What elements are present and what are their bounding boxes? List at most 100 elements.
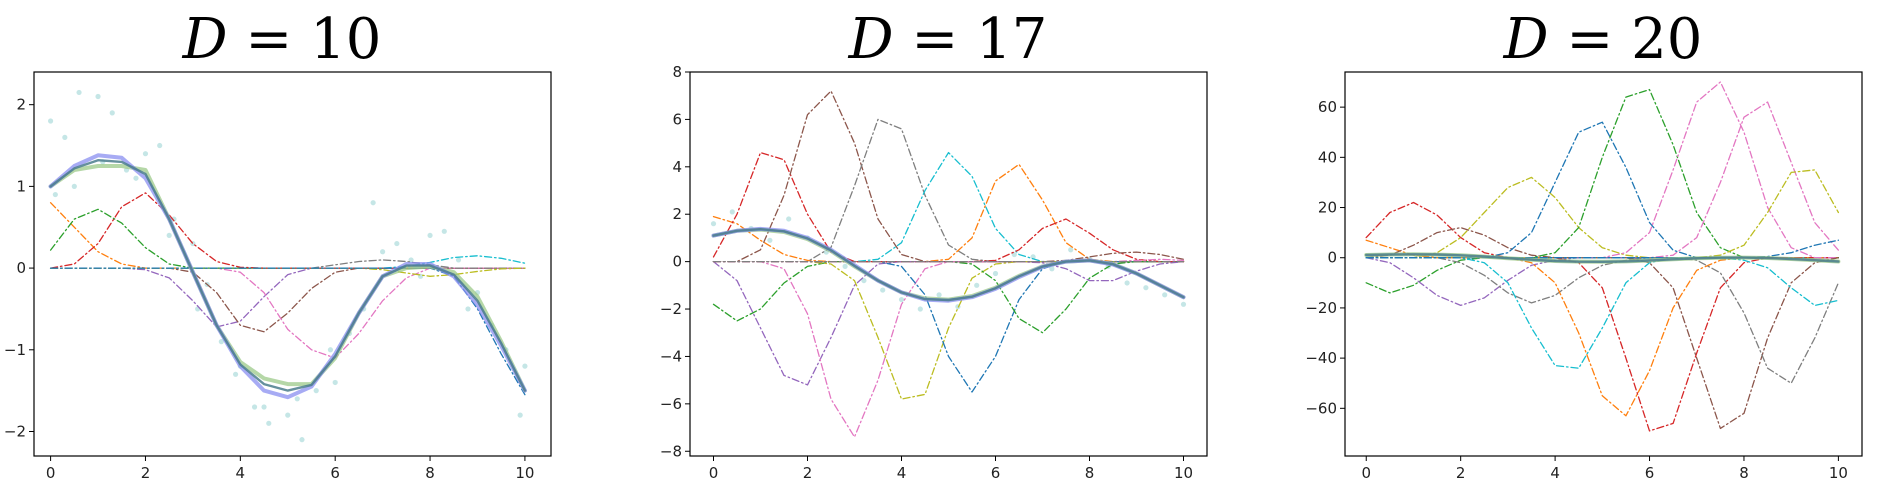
series-line-8 bbox=[49, 255, 526, 269]
y-tick-label: −40 bbox=[1305, 349, 1337, 367]
plot-area bbox=[48, 89, 528, 443]
x-tick-label: 6 bbox=[991, 464, 1001, 482]
series-line-7 bbox=[712, 118, 1185, 263]
series-line-1 bbox=[49, 202, 526, 269]
series-line-21 bbox=[1364, 253, 1840, 263]
y-tick-label: −1 bbox=[4, 341, 26, 359]
x-tick-label: 10 bbox=[1829, 464, 1848, 482]
x-tick-label: 0 bbox=[709, 464, 719, 482]
data-point bbox=[767, 237, 773, 243]
x-tick-label: 4 bbox=[236, 464, 246, 482]
data-point bbox=[133, 175, 139, 181]
series-line-6 bbox=[1365, 176, 1840, 259]
x-tick-label: 6 bbox=[330, 464, 340, 482]
data-point bbox=[455, 257, 462, 263]
data-point bbox=[427, 232, 433, 239]
y-tick-label: 0 bbox=[16, 259, 26, 277]
x-tick-label: 8 bbox=[1085, 464, 1095, 482]
data-point bbox=[232, 371, 239, 377]
series-line-15 bbox=[712, 251, 1185, 263]
x-tick-label: 0 bbox=[46, 464, 56, 482]
data-point bbox=[992, 270, 999, 277]
series-line-10 bbox=[1365, 257, 1840, 417]
data-point bbox=[218, 339, 224, 345]
y-tick-label: −2 bbox=[660, 300, 682, 318]
y-tick-label: −6 bbox=[660, 395, 682, 413]
y-tick-label: 0 bbox=[1327, 249, 1337, 267]
chart-panel-3: D = 20 0 2 4 6 8 10 −60 −40 −20 0 20 40 60 bbox=[1305, 7, 1863, 482]
data-point bbox=[786, 216, 792, 222]
x-tick-label: 2 bbox=[803, 464, 813, 482]
plot-area bbox=[1364, 81, 1841, 432]
data-point bbox=[898, 296, 905, 303]
data-point bbox=[157, 142, 163, 149]
data-point bbox=[327, 347, 334, 353]
data-point bbox=[517, 412, 523, 418]
data-point bbox=[1030, 254, 1036, 260]
y-tick-label: −4 bbox=[660, 347, 682, 365]
x-tick-label: 10 bbox=[515, 464, 534, 482]
y-tick-label: 2 bbox=[672, 205, 682, 223]
data-point bbox=[52, 191, 58, 198]
plot-area bbox=[710, 90, 1187, 438]
series-line-13 bbox=[1365, 81, 1840, 259]
y-tick-label: 6 bbox=[672, 110, 682, 128]
data-point bbox=[936, 292, 942, 298]
title-equation: = 10 bbox=[228, 7, 382, 72]
data-point bbox=[299, 437, 305, 443]
data-point bbox=[1049, 266, 1055, 272]
data-point bbox=[441, 228, 447, 234]
data-point bbox=[266, 420, 272, 426]
chart-panel-2: D = 17 0 2 4 6 8 10 −8 −6 −4 −2 0 2 4 6 8 bbox=[660, 7, 1208, 482]
data-point bbox=[1124, 280, 1130, 286]
series-line-8 bbox=[1365, 257, 1840, 369]
data-point bbox=[380, 249, 386, 255]
data-point bbox=[251, 404, 258, 410]
series-line-20 bbox=[712, 227, 1185, 302]
data-point bbox=[76, 89, 82, 96]
data-point bbox=[861, 277, 867, 284]
data-point bbox=[142, 151, 149, 157]
data-point bbox=[917, 306, 923, 312]
data-point bbox=[1068, 247, 1074, 253]
chart-panel-1: D = 10 0 2 4 6 8 10 −2 −1 0 1 2 bbox=[4, 7, 552, 482]
title-variable: D bbox=[1503, 7, 1549, 72]
series-line-6 bbox=[712, 260, 1185, 438]
y-tick-label: −8 bbox=[660, 442, 682, 460]
data-point bbox=[95, 93, 101, 100]
x-tick-label: 8 bbox=[425, 464, 435, 482]
x-tick-label: 4 bbox=[897, 464, 907, 482]
data-point bbox=[465, 306, 471, 312]
series-line-11 bbox=[712, 163, 1185, 263]
data-point bbox=[285, 412, 291, 418]
x-tick-label: 2 bbox=[1456, 464, 1466, 482]
panel-title: D = 17 bbox=[848, 7, 1048, 72]
data-point bbox=[880, 287, 886, 293]
series-line-15 bbox=[1365, 101, 1840, 259]
data-point bbox=[394, 240, 400, 247]
series-line-5 bbox=[712, 90, 1185, 263]
y-tick-label: 20 bbox=[1318, 199, 1337, 217]
series-line-6 bbox=[49, 267, 526, 359]
x-tick-label: 2 bbox=[141, 464, 151, 482]
x-tick-label: 4 bbox=[1550, 464, 1560, 482]
y-tick-label: 2 bbox=[16, 96, 26, 114]
data-point bbox=[48, 118, 54, 124]
x-tick-label: 0 bbox=[1361, 464, 1371, 482]
series-line-1 bbox=[1365, 201, 1840, 259]
series-line-7 bbox=[1365, 257, 1840, 304]
series-line-13 bbox=[49, 158, 527, 392]
series-line-2 bbox=[712, 260, 1185, 322]
axes-frame bbox=[1344, 71, 1863, 457]
axes-frame bbox=[689, 71, 1208, 457]
y-tick-label: −2 bbox=[4, 422, 26, 440]
series-line-1 bbox=[712, 215, 1185, 263]
series-line-9 bbox=[1365, 121, 1840, 259]
series-line-3 bbox=[49, 192, 526, 269]
data-point bbox=[974, 282, 980, 288]
panel-title: D = 20 bbox=[1503, 7, 1703, 72]
data-point bbox=[261, 404, 267, 410]
data-point bbox=[842, 263, 848, 269]
data-point bbox=[332, 379, 338, 386]
